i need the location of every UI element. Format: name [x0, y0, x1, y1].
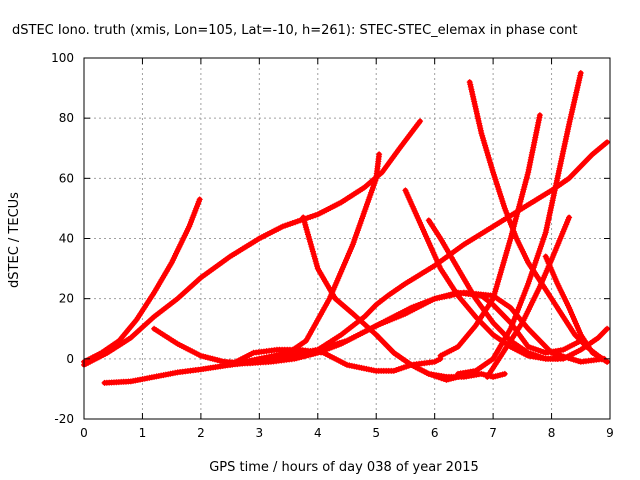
data-point [566, 214, 573, 221]
y-axis-label: dSTEC / TECUs [7, 192, 22, 288]
x-tick-label: 9 [606, 426, 614, 440]
data-point [577, 70, 584, 77]
x-axis-label: GPS time / hours of day 038 of year 2015 [209, 460, 479, 475]
data-point [376, 151, 383, 158]
x-tick-label: 6 [431, 426, 439, 440]
x-tick-label: 4 [314, 426, 322, 440]
y-tick-label: 0 [66, 352, 74, 366]
data-point [604, 325, 611, 332]
tick-marks [83, 57, 611, 420]
x-tick-label: 5 [372, 426, 380, 440]
data-point [536, 112, 543, 119]
series-16 [542, 253, 611, 365]
data-point [417, 118, 424, 125]
x-tick-label: 3 [256, 426, 264, 440]
series-group [81, 70, 611, 386]
x-tick-label: 0 [80, 426, 88, 440]
data-point [501, 370, 508, 377]
x-tick-label: 2 [197, 426, 205, 440]
y-tick-label: 100 [51, 51, 74, 65]
series-11 [437, 112, 543, 359]
x-tick-label: 7 [489, 426, 497, 440]
data-point [554, 355, 561, 362]
series-15 [484, 214, 573, 380]
y-tick-label: 60 [59, 171, 74, 185]
data-point [196, 196, 203, 203]
y-tick-label: 80 [59, 111, 74, 125]
series-7 [256, 151, 383, 362]
series-14 [455, 70, 584, 377]
x-tick-label: 1 [139, 426, 147, 440]
x-tick-label: 8 [548, 426, 556, 440]
tick-labels: 0 1 2 3 4 5 6 7 8 9 -20 0 20 40 60 80 100 [51, 51, 614, 440]
data-point [604, 358, 611, 365]
y-tick-label: -20 [54, 412, 74, 426]
data-point [604, 139, 611, 146]
y-tick-label: 40 [59, 232, 74, 246]
y-tick-label: 20 [59, 292, 74, 306]
chart-title: dSTEC Iono. truth (xmis, Lon=105, Lat=-1… [12, 23, 578, 38]
